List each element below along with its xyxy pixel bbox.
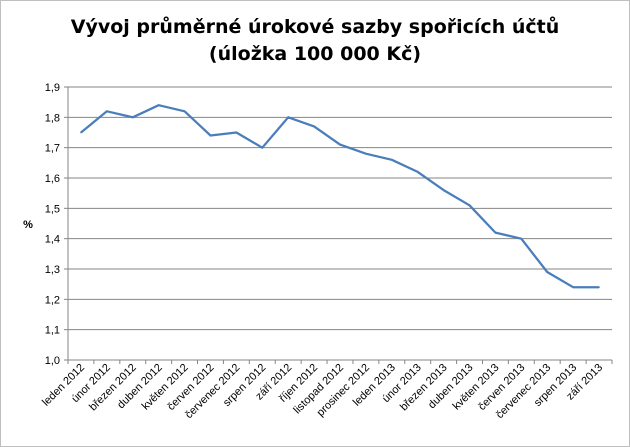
y-tick-label: 1,8	[45, 112, 60, 124]
data-point	[572, 286, 574, 289]
series-group	[80, 104, 600, 289]
data-point	[339, 143, 341, 146]
gridlines	[68, 86, 612, 331]
y-tick-label: 1,0	[45, 355, 60, 367]
data-point	[313, 125, 315, 128]
axes	[64, 86, 613, 364]
data-point	[235, 131, 238, 134]
chart-title: Vývoj průměrné úrokové sazby spořicích ú…	[0, 14, 630, 68]
data-point	[416, 171, 419, 173]
data-point	[365, 152, 367, 155]
y-tick-label: 1,7	[45, 143, 60, 155]
data-point	[442, 189, 445, 191]
y-tick-label: 1,4	[45, 234, 60, 246]
data-point	[106, 110, 108, 113]
data-point	[546, 271, 549, 273]
data-point	[391, 159, 393, 161]
y-tick-label: 1,1	[45, 325, 60, 337]
y-tick-label: 1,5	[45, 203, 60, 215]
data-point	[520, 237, 523, 240]
data-point	[494, 231, 497, 234]
data-point	[131, 116, 134, 119]
y-tick-label: 1,2	[45, 294, 60, 306]
y-tick-labels: 1,0 1,1 1,2 1,3 1,4 1,5 1,6 1,7 1,8 1,9	[45, 82, 60, 367]
data-point	[261, 146, 264, 149]
series-line	[80, 104, 599, 289]
y-tick-label: 1,9	[45, 82, 60, 94]
data-point	[209, 134, 212, 137]
data-point	[157, 104, 160, 106]
data-point	[287, 116, 289, 119]
data-point	[183, 110, 186, 113]
y-axis-label: %	[23, 219, 33, 231]
data-point	[80, 131, 82, 134]
chart-title-line-2: (úložka 100 000 Kč)	[208, 43, 422, 65]
data-point	[598, 286, 600, 289]
chart-title-line-1: Vývoj průměrné úrokové sazby spořicích ú…	[70, 16, 560, 38]
y-tick-label: 1,3	[45, 264, 60, 276]
data-point	[468, 204, 471, 207]
y-tick-label: 1,6	[45, 173, 60, 185]
